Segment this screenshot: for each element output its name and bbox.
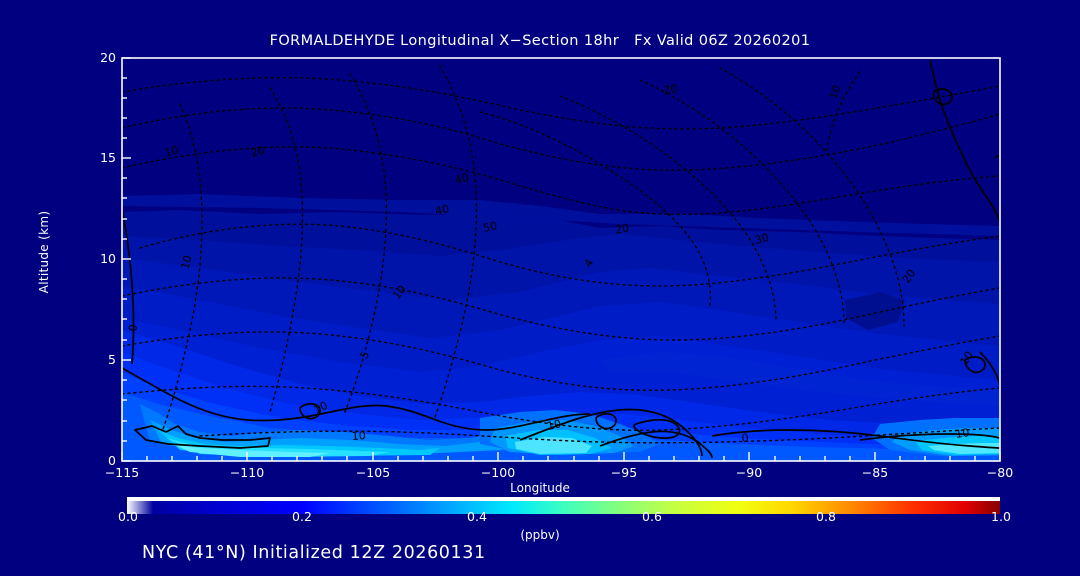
contour-labels: 10 20 40 40 50 20 30 10 20 10 10 5 4 20 …: [126, 82, 976, 445]
x-tick-label: −100: [480, 465, 516, 480]
svg-text:10: 10: [958, 349, 976, 368]
x-tick-label: −105: [355, 465, 391, 480]
y-tick-label: 10: [100, 251, 116, 266]
svg-text:10: 10: [827, 83, 844, 101]
colorbar-tick-label: 0.6: [642, 509, 662, 524]
colorbar-tick-label: 0.8: [816, 509, 836, 524]
x-tick-label: −95: [610, 465, 638, 480]
svg-text:30: 30: [754, 231, 771, 247]
x-tick-label: −115: [104, 465, 140, 480]
svg-text:20: 20: [249, 144, 266, 160]
y-axis-label: Altitude (km): [37, 210, 51, 294]
colorbar-top-edge: [127, 497, 1000, 501]
colorbar-tick-label: 0.4: [467, 509, 487, 524]
svg-text:10: 10: [178, 254, 194, 271]
svg-text:0: 0: [741, 431, 749, 445]
svg-text:10: 10: [163, 143, 180, 160]
x-tick-label: −90: [735, 465, 763, 480]
svg-text:10: 10: [312, 399, 330, 417]
x-axis-label: Longitude: [510, 481, 570, 495]
colorbar-tick-label: 0.0: [118, 509, 138, 524]
filled-contour-field: [122, 58, 1000, 461]
chart-caption: NYC (41°N) Initialized 12Z 20260131: [142, 543, 486, 563]
x-tick-label: −85: [861, 465, 889, 480]
svg-text:20: 20: [614, 221, 630, 237]
y-tick-label: 5: [108, 352, 116, 367]
svg-text:20: 20: [663, 82, 679, 97]
svg-text:40: 40: [454, 171, 471, 187]
svg-text:20: 20: [900, 267, 919, 286]
y-tick-label: 15: [100, 150, 116, 165]
chart-title: FORMALDEHYDE Longitudinal X−Section 18hr…: [269, 33, 811, 49]
y-tick-label: 0: [108, 453, 116, 468]
svg-text:10: 10: [546, 417, 562, 433]
svg-text:10: 10: [955, 426, 971, 441]
svg-text:10: 10: [351, 429, 366, 443]
colorbar-tick-label: 0.2: [292, 509, 312, 524]
svg-text:40: 40: [434, 202, 450, 218]
svg-text:50: 50: [482, 219, 498, 235]
y-tick-label: 20: [100, 50, 116, 65]
svg-text:0: 0: [126, 323, 140, 332]
colorbar-unit-label: (ppbv): [520, 528, 560, 542]
axis-ticks: [121, 57, 1001, 462]
colorbar-tick-label: 1.0: [991, 509, 1011, 524]
x-tick-label: −110: [229, 465, 265, 480]
x-tick-label: −80: [986, 465, 1014, 480]
colorbar: [127, 501, 1000, 514]
